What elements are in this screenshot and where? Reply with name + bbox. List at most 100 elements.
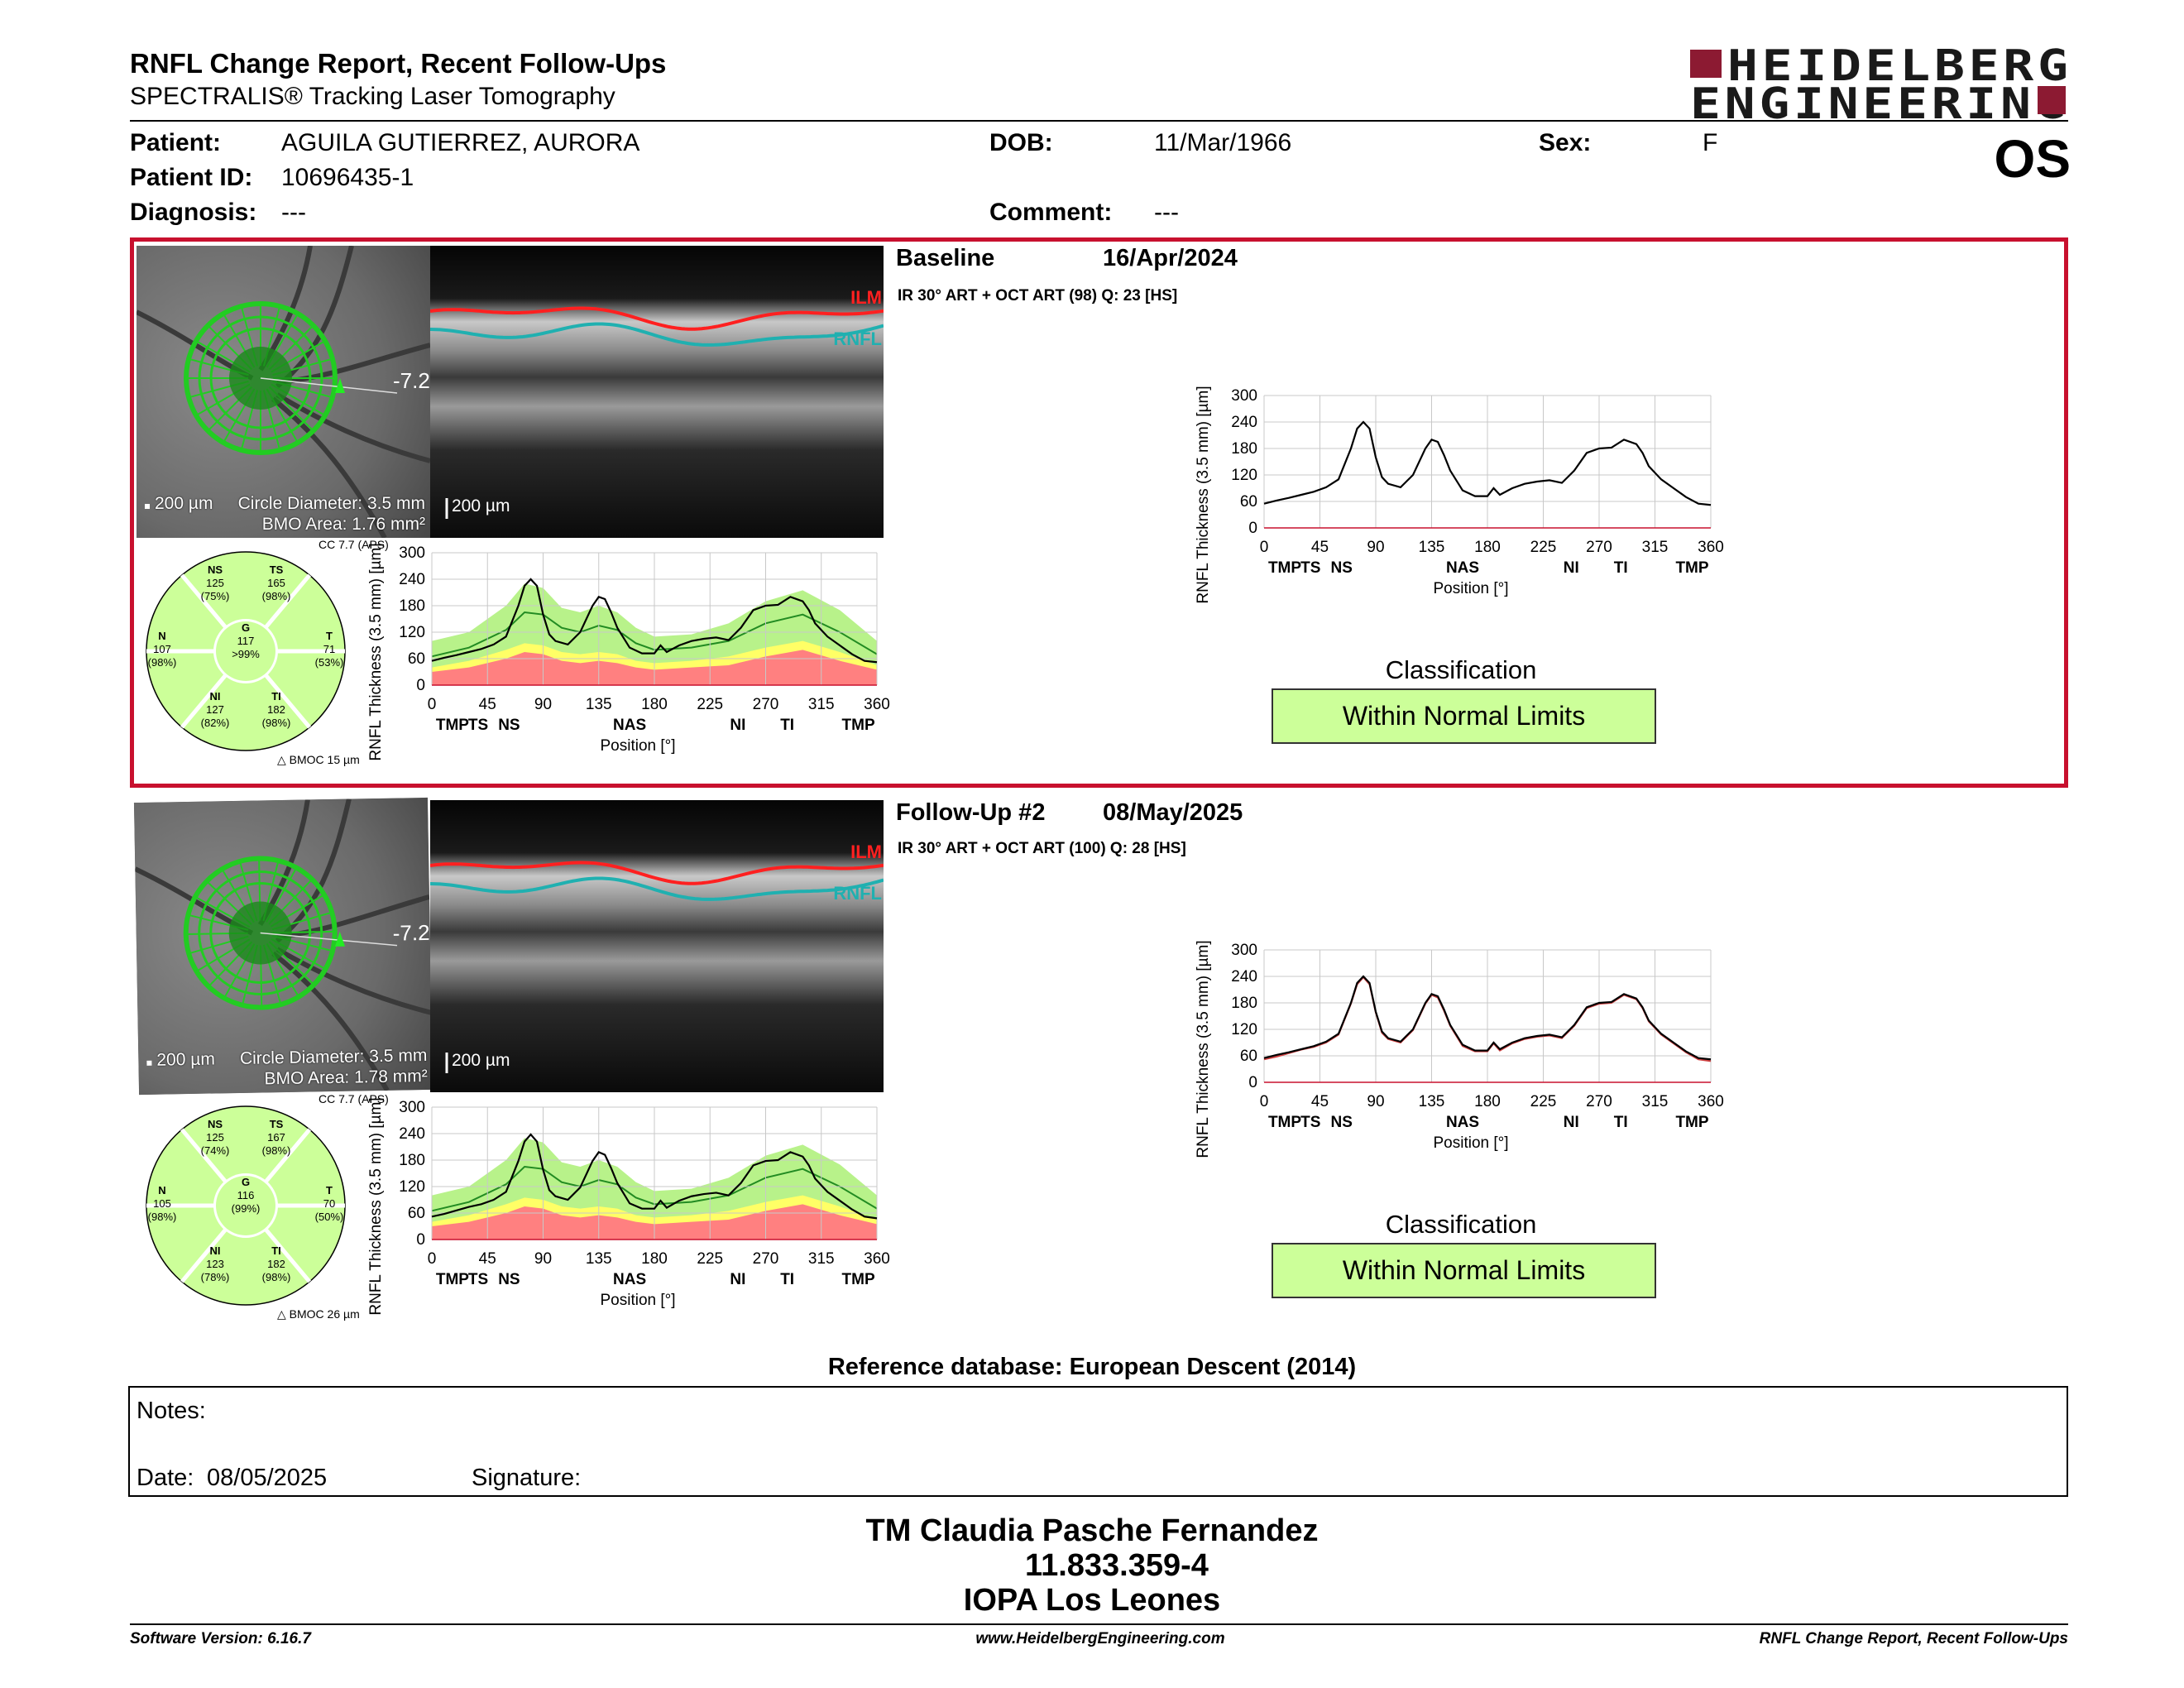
y-axis-title: RNFL Thickness (3.5 mm) [µm]: [367, 543, 385, 760]
y-axis-title: RNFL Thickness (3.5 mm) [µm]: [1195, 386, 1212, 603]
bmoc-label: △ BMOC 15 µm: [277, 753, 360, 767]
sector-ti-percent: (98%): [262, 717, 291, 729]
sector-g-percent: >99%: [232, 648, 260, 660]
patient-name: AGUILA GUTIERREZ, AURORA: [281, 129, 640, 156]
sector-axis-label: TS: [1300, 1114, 1320, 1131]
date-label: Date:: [136, 1465, 194, 1491]
website-link[interactable]: www.HeidelbergEngineering.com: [975, 1630, 1225, 1647]
date-value: 08/05/2025: [207, 1465, 328, 1491]
x-tick-label: 135: [586, 1250, 612, 1268]
y-tick-label: 300: [1231, 387, 1257, 405]
rnfl-label: RNFL: [833, 328, 882, 349]
y-tick-label: 120: [1231, 467, 1257, 484]
x-tick-label: 135: [1419, 539, 1445, 556]
sector-ns-label: NS: [208, 1118, 223, 1130]
sector-axis-label: TI: [1614, 1114, 1628, 1131]
sector-g-percent: (99%): [232, 1202, 261, 1215]
x-tick-label: 135: [1419, 1093, 1445, 1110]
measured-thickness-line: [431, 578, 878, 664]
thickness-profile-chart: 300 240 180 120 60 00 45 90 135 180 225 270 315 360 TM…: [367, 1097, 890, 1315]
sector-ns-percent: (75%): [201, 590, 230, 602]
signer-institution: IOPA Los Leones: [963, 1583, 1221, 1618]
sector-n-percent: (98%): [148, 656, 177, 669]
pie-divider: [180, 1226, 228, 1283]
sector-n-label: N: [158, 1184, 165, 1196]
x-axis-title: Position [°]: [600, 737, 675, 755]
delta-icon: △: [277, 753, 286, 766]
header-rule: [130, 120, 2068, 122]
sector-ns-label: NS: [208, 563, 223, 576]
x-tick-label: 225: [697, 1250, 723, 1268]
bmoc-label: △ BMOC 26 µm: [277, 1307, 360, 1321]
sex-value: F: [1703, 129, 1718, 156]
measured-thickness-chart: 300 240 180 120 60 00 45 90 135 180 225 270 315 360 TM…: [1195, 386, 1724, 603]
circle-diameter: Circle Diameter: 3.5 mm: [237, 494, 425, 513]
sector-ni-percent: (78%): [201, 1271, 230, 1283]
sector-ts-label: TS: [270, 1118, 284, 1130]
x-tick-label: 0: [428, 1250, 437, 1268]
signature-label: Signature:: [472, 1465, 582, 1491]
y-tick-label: 60: [408, 650, 425, 668]
x-tick-label: 180: [1474, 1093, 1501, 1110]
y-tick-label: 240: [1231, 968, 1257, 985]
y-tick-label: 300: [1231, 942, 1257, 959]
x-tick-label: 270: [1586, 539, 1612, 556]
sector-axis-label: NAS: [613, 717, 646, 734]
y-tick-label: 60: [1240, 1048, 1257, 1065]
signer-name: TM Claudia Pasche Fernandez: [865, 1513, 1319, 1548]
sector-ns-value: 125: [206, 1131, 224, 1144]
y-tick-label: 180: [399, 597, 425, 615]
sector-axis-label: TMP: [1268, 559, 1301, 577]
sector-pie-chart: NS125(74%)TS167(98%)N105(98%)G116(99%)T7…: [146, 1105, 346, 1306]
sector-t-percent: (50%): [315, 1211, 344, 1223]
sector-n-value: 105: [153, 1197, 171, 1210]
pie-divider: [180, 672, 228, 729]
y-tick-label: 180: [1231, 440, 1257, 458]
sector-t-value: 71: [323, 643, 335, 655]
fundus-scale-bar: [145, 504, 150, 509]
sector-g-value: 116: [237, 1189, 255, 1201]
dob-label: DOB:: [989, 129, 1053, 156]
y-tick-label: 240: [1231, 414, 1257, 431]
bscan-drawing: [430, 800, 884, 1092]
software-version: Software Version: 6.16.7: [130, 1630, 311, 1647]
x-tick-label: 90: [1367, 539, 1384, 556]
sector-ni-value: 123: [206, 1258, 224, 1270]
fundus-scale-bar: [146, 1060, 152, 1066]
y-tick-label: 180: [1231, 995, 1257, 1012]
x-tick-label: 225: [1530, 539, 1557, 556]
logo-square-top: [1690, 50, 1722, 78]
oct-bscan: ILM RNFL 200 µm: [430, 246, 884, 538]
y-axis-title: RNFL Thickness (3.5 mm) [µm]: [367, 1097, 385, 1315]
sector-axis-label: TS: [1300, 559, 1320, 577]
sector-ti-value: 182: [267, 1258, 285, 1270]
x-tick-label: 315: [808, 1250, 835, 1268]
fundus-angle: -7.2: [393, 368, 430, 393]
baseline-panel-frame: [130, 237, 2068, 788]
x-tick-label: 315: [1642, 539, 1669, 556]
sector-g-label: G: [242, 1176, 250, 1188]
sector-axis-label: TMP: [842, 717, 875, 734]
reference-database: Reference database: European Descent (20…: [827, 1354, 1357, 1380]
sector-axis-label: TMP: [1675, 1114, 1708, 1131]
fundus-scale-label: 200 µm: [156, 1049, 216, 1070]
sector-g-label: G: [242, 621, 250, 634]
sector-axis-label: TMP: [1675, 559, 1708, 577]
x-tick-label: 45: [479, 696, 496, 713]
x-tick-label: 0: [428, 696, 437, 713]
bmo-area: BMO Area: 1.76 mm²: [261, 515, 425, 534]
x-tick-label: 45: [479, 1250, 496, 1268]
x-axis-title: Position [°]: [600, 1292, 675, 1309]
footer-report-name: RNFL Change Report, Recent Follow-Ups: [1759, 1630, 2068, 1647]
y-axis-title: RNFL Thickness (3.5 mm) [µm]: [1195, 940, 1212, 1158]
sector-t-label: T: [326, 1184, 333, 1196]
signer-id: 11.833.359-4: [1025, 1548, 1209, 1583]
notes-label: Notes:: [136, 1398, 206, 1424]
x-tick-label: 360: [864, 1250, 890, 1268]
pie-divider: [263, 1226, 312, 1283]
fundus-scale-label: 200 µm: [155, 494, 213, 513]
x-tick-label: 360: [1698, 1093, 1724, 1110]
y-tick-label: 0: [416, 677, 425, 694]
x-tick-label: 360: [1698, 539, 1724, 556]
sector-t-value: 70: [323, 1197, 335, 1210]
